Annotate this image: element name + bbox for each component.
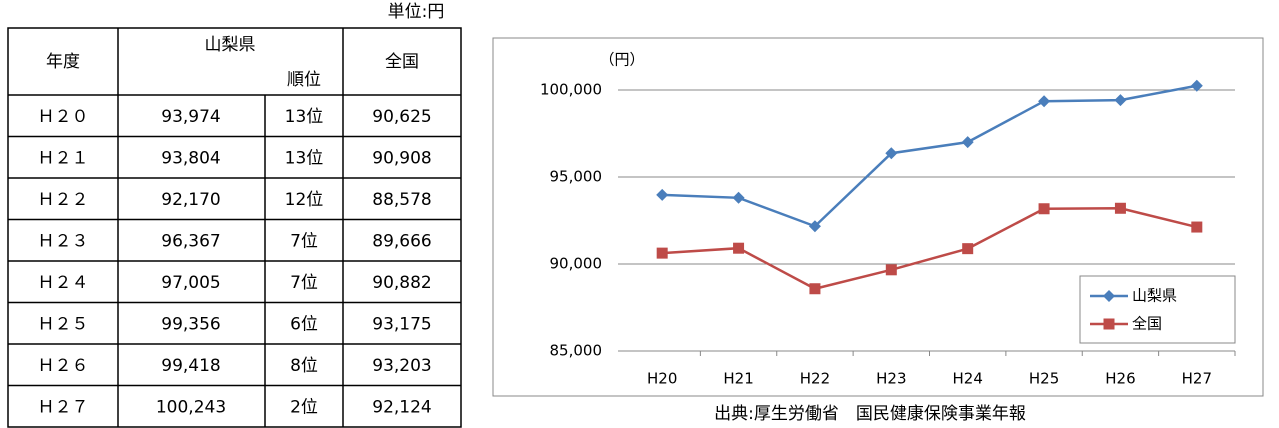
- table-cell: 92,124: [372, 397, 431, 417]
- table-cell: 8位: [290, 356, 318, 376]
- x-tick-label: H20: [647, 370, 677, 388]
- x-tick-label: H27: [1182, 370, 1212, 388]
- table-cell: 7位: [290, 231, 318, 251]
- data-point: [1190, 79, 1203, 92]
- table-cell: 13位: [285, 107, 324, 127]
- table-cell: 93,804: [161, 148, 220, 168]
- table-cell: 93,974: [161, 107, 220, 127]
- header-cell: 全国: [385, 52, 419, 72]
- legend-marker: [1103, 318, 1115, 330]
- data-point: [885, 264, 897, 276]
- data-point: [885, 147, 898, 160]
- y-tick-label: 90,000: [550, 255, 603, 273]
- data-point: [1114, 94, 1127, 107]
- header-cell: 年度: [46, 52, 80, 72]
- table-cell: 90,625: [372, 107, 431, 127]
- x-tick-label: H24: [953, 370, 983, 388]
- table-cell: 6位: [290, 314, 318, 334]
- data-point: [1038, 203, 1050, 215]
- table-cell: 88,578: [372, 190, 431, 210]
- legend-label: 全国: [1132, 315, 1162, 333]
- header-cell: 順位: [287, 70, 321, 90]
- data-point: [656, 188, 669, 201]
- data-point: [1038, 95, 1051, 108]
- series-line: [662, 207, 1198, 291]
- table-cell: 99,418: [161, 356, 220, 376]
- table-cell: 93,203: [372, 356, 431, 376]
- table-cell: 100,243: [156, 397, 226, 417]
- data-point: [961, 136, 974, 149]
- table-cell: Ｈ２１: [38, 148, 89, 168]
- legend-marker: [1103, 290, 1115, 302]
- table-cell: 7位: [290, 273, 318, 293]
- y-tick-label: 85,000: [550, 342, 603, 360]
- x-tick-label: H25: [1029, 370, 1059, 388]
- x-tick-label: H23: [876, 370, 906, 388]
- data-point: [656, 247, 668, 259]
- data-point: [962, 243, 974, 255]
- header-cell: 山梨県: [205, 35, 256, 55]
- table-cell: Ｈ２６: [38, 356, 89, 376]
- data-point: [733, 242, 745, 254]
- legend-label: 山梨県: [1132, 287, 1177, 305]
- chart-frame: [492, 37, 1264, 397]
- table-cell: 90,908: [372, 148, 431, 168]
- x-tick-label: H21: [723, 370, 753, 388]
- unit-label: 単位:円: [388, 2, 445, 22]
- table-cell: 97,005: [161, 273, 220, 293]
- table-cell: Ｈ２２: [38, 190, 89, 210]
- y-tick-label: 100,000: [540, 81, 602, 99]
- table-cell: 93,175: [372, 314, 431, 334]
- data-point: [732, 191, 745, 204]
- table-cell: Ｈ２３: [38, 231, 89, 251]
- chart: （円） 85,000 90,000 95,000 100,000 H20 H21 H22 H2…: [492, 37, 1264, 397]
- data-point: [809, 283, 821, 295]
- x-tick-label: H26: [1105, 370, 1135, 388]
- data-point: [808, 220, 821, 233]
- table-body: Ｈ２０ 93,974 13位 90,625 Ｈ２１ 93,804 13位 90,908 Ｈ２２ 9…: [8, 94, 461, 417]
- table-cell: 99,356: [161, 314, 220, 334]
- data-point: [1114, 202, 1126, 214]
- table-cell: 89,666: [372, 231, 431, 251]
- table-frame: [7, 27, 462, 428]
- data-point: [1191, 221, 1203, 233]
- table-cell: 2位: [290, 397, 318, 417]
- table-cell: Ｈ２５: [38, 314, 89, 334]
- legend-box: [1079, 275, 1236, 344]
- table-cell: 96,367: [161, 231, 220, 251]
- table-cell: 13位: [285, 148, 324, 168]
- series-line: [662, 84, 1198, 228]
- x-tick-label: H22: [800, 370, 830, 388]
- y-tick-label: 95,000: [550, 168, 603, 186]
- table-cell: 92,170: [161, 190, 220, 210]
- table-cell: Ｈ２７: [38, 397, 89, 417]
- table-cell: 12位: [285, 190, 324, 210]
- table-cell: Ｈ２４: [38, 273, 89, 293]
- y-axis-label: （円）: [599, 51, 644, 69]
- table-cell: Ｈ２０: [38, 107, 89, 127]
- source-caption: 出典:厚生労働省 国民健康保険事業年報: [714, 404, 1026, 424]
- table-cell: 90,882: [372, 273, 431, 293]
